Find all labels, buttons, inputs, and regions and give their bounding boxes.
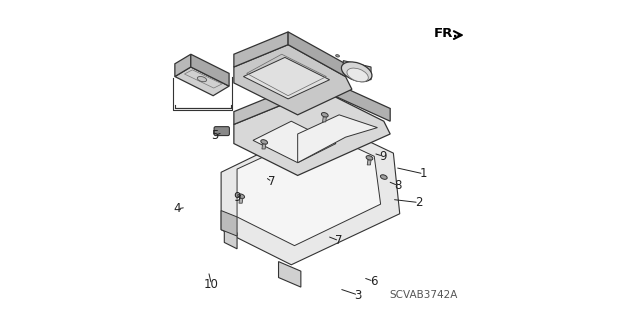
Polygon shape [298, 115, 378, 163]
Polygon shape [191, 54, 229, 86]
Polygon shape [239, 198, 243, 203]
Polygon shape [288, 32, 346, 77]
Ellipse shape [321, 113, 328, 117]
Text: 6: 6 [370, 275, 378, 288]
Text: 1: 1 [420, 167, 428, 180]
Polygon shape [253, 121, 336, 163]
Polygon shape [323, 117, 326, 122]
Ellipse shape [261, 140, 268, 144]
Text: 7: 7 [335, 234, 343, 247]
Ellipse shape [347, 68, 369, 82]
Ellipse shape [366, 156, 373, 160]
Text: 2: 2 [415, 196, 422, 209]
Polygon shape [234, 45, 352, 115]
Polygon shape [278, 262, 301, 287]
Text: 10: 10 [204, 278, 219, 291]
Text: SCVAB3742A: SCVAB3742A [390, 290, 458, 300]
Ellipse shape [341, 62, 372, 82]
Polygon shape [243, 57, 330, 99]
Polygon shape [320, 77, 390, 121]
Polygon shape [221, 121, 400, 265]
Polygon shape [175, 54, 191, 77]
Ellipse shape [380, 175, 387, 179]
Text: 8: 8 [394, 179, 402, 192]
Polygon shape [234, 89, 390, 175]
Text: 9: 9 [380, 150, 387, 163]
Text: 5: 5 [211, 129, 218, 142]
Text: FR.: FR. [434, 27, 458, 40]
Polygon shape [221, 211, 237, 236]
Polygon shape [343, 61, 371, 80]
Ellipse shape [335, 55, 339, 57]
Polygon shape [234, 32, 288, 67]
Polygon shape [234, 77, 320, 124]
Ellipse shape [197, 77, 207, 82]
Text: 9: 9 [234, 191, 241, 204]
Text: 3: 3 [355, 289, 362, 301]
Ellipse shape [238, 194, 244, 198]
FancyBboxPatch shape [214, 127, 229, 136]
Polygon shape [224, 226, 237, 249]
Text: 7: 7 [268, 175, 276, 188]
Polygon shape [367, 160, 371, 165]
Text: 4: 4 [173, 203, 181, 215]
Polygon shape [237, 131, 381, 246]
Polygon shape [175, 67, 229, 96]
Polygon shape [262, 144, 266, 149]
